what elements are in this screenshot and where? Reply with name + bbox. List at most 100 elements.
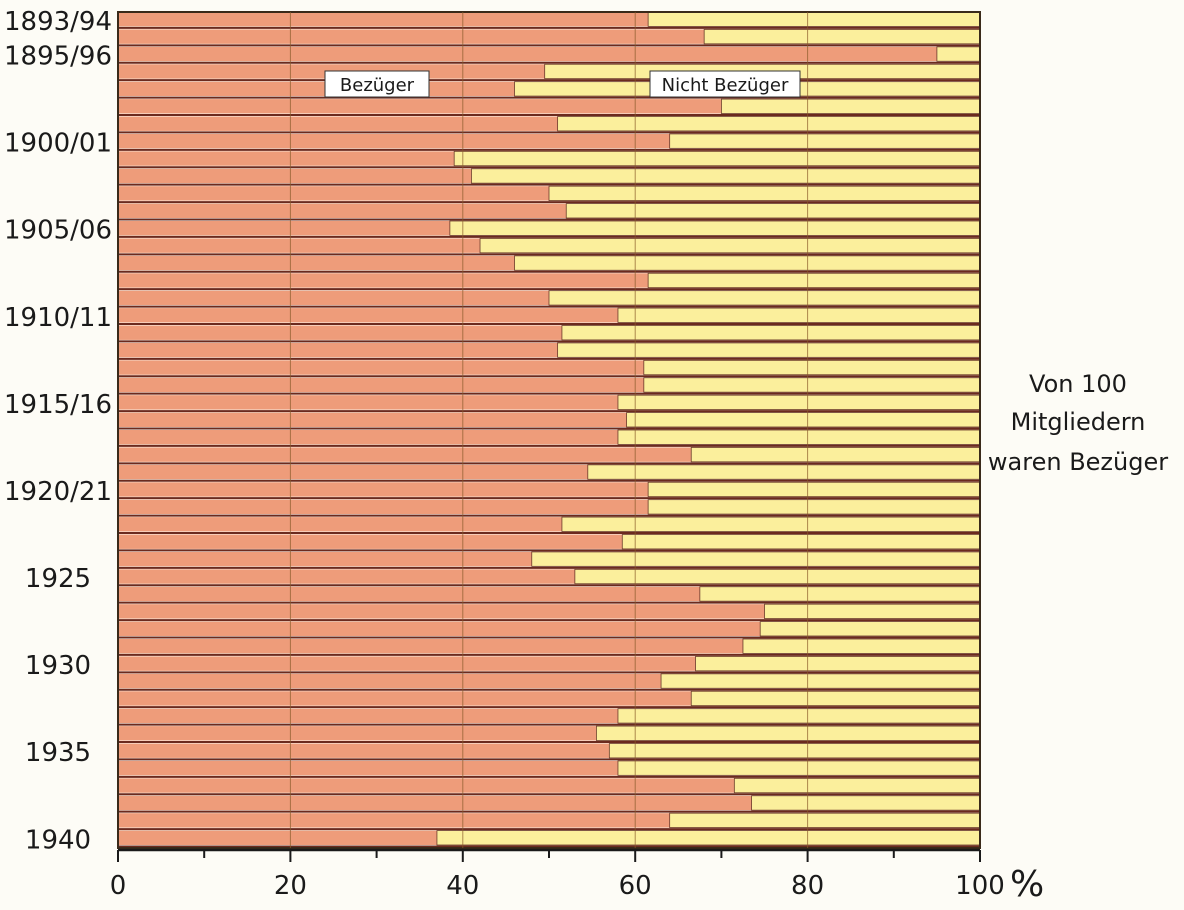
bar-bezueger-26 [118,464,588,480]
x-tick-label-40: 40 [446,871,479,901]
bar-bezueger-31 [118,551,532,567]
row-label-0: 1893/94 [4,7,112,37]
bar-nicht-bezueger-44 [733,777,981,794]
row-label-2: 1895/96 [4,42,112,72]
bar-nicht-bezueger-45 [751,795,981,811]
bar-nicht-bezueger-27 [647,481,981,498]
bar-bezueger-37 [118,656,696,671]
bar-bezueger-34 [118,604,765,619]
bar-bezueger-44 [118,778,735,793]
bar-bezueger-30 [118,534,623,549]
bar-nicht-bezueger-39 [690,690,981,707]
bar-nicht-bezueger-43 [617,760,981,776]
side-label-line-1: Von 100 [1029,370,1127,398]
bar-bezueger-47 [118,830,437,845]
side-label-line-2: Mitgliedern [1011,408,1146,436]
bar-bezueger-2 [118,46,937,62]
bar-bezueger-22 [118,395,618,410]
bar-bezueger-36 [118,639,743,654]
bar-bezueger-45 [118,795,752,811]
gridlines [289,12,809,848]
bar-bezueger-7 [118,133,670,149]
bar-nicht-bezueger-41 [596,725,981,741]
bar-bezueger-9 [118,168,472,184]
bar-nicht-bezueger-26 [587,464,981,480]
bar-bezueger-19 [118,342,558,358]
bar-nicht-bezueger-7 [669,133,981,149]
x-tick-label-20: 20 [274,871,307,901]
bar-nicht-bezueger-0 [647,11,981,27]
bar-bezueger-17 [118,308,618,323]
bar-bezueger-21 [118,377,644,393]
bar-bezueger-16 [118,290,549,306]
bar-nicht-bezueger-33 [699,586,981,602]
row-label-7: 1900/01 [4,129,112,159]
x-tick-label-80: 80 [791,871,824,901]
plot-frame [117,11,981,849]
bars-group [117,11,981,849]
bar-nicht-bezueger-2 [936,46,981,62]
bar-nicht-bezueger-24 [617,429,981,445]
bar-bezueger-23 [118,412,627,427]
bar-bezueger-6 [118,116,558,131]
bar-bezueger-35 [118,621,761,636]
row-label-22: 1915/16 [4,390,112,420]
bar-bezueger-8 [118,151,455,166]
bar-bezueger-43 [118,760,618,776]
legend-bezueger: Bezüger [324,70,430,98]
bar-nicht-bezueger-31 [531,551,981,567]
row-labels: 1893/94 1895/96 1900/01 1905/06 1910/11 1915/… [4,7,112,855]
bar-bezueger-27 [118,482,649,497]
bar-bezueger-15 [118,273,649,288]
bar-nicht-bezueger-5 [721,98,981,114]
bar-nicht-bezueger-47 [436,830,981,846]
bar-nicht-bezueger-9 [471,168,981,184]
row-label-47: 1940 [25,825,91,855]
bar-nicht-bezueger-36 [742,638,981,654]
bar-nicht-bezueger-18 [561,325,981,341]
legend-nicht-bezueger-label: Nicht Bezüger [662,75,789,96]
bar-bezueger-32 [118,569,575,584]
bar-bezueger-5 [118,99,722,114]
bar-bezueger-1 [118,29,705,44]
side-annotation: Von 100 Mitgliedern waren Bezüger [988,370,1168,476]
bar-nicht-bezueger-37 [695,656,981,672]
bar-nicht-bezueger-34 [764,603,981,619]
bar-nicht-bezueger-40 [617,708,981,724]
row-label-12: 1905/06 [4,216,112,246]
row-label-42: 1935 [25,738,91,768]
bar-bezueger-42 [118,743,610,758]
row-label-37: 1930 [25,651,91,681]
bar-nicht-bezueger-10 [548,185,981,201]
row-label-32: 1925 [25,564,91,594]
bar-nicht-bezueger-11 [565,203,981,219]
bar-bezueger-33 [118,586,700,602]
side-label-line-3: waren Bezüger [988,448,1168,476]
row-label-17: 1910/11 [4,303,112,333]
x-tick-label-100: 100 [955,871,1005,901]
bar-bezueger-25 [118,447,692,462]
bar-bezueger-29 [118,517,562,532]
bar-nicht-bezueger-6 [557,116,981,132]
bar-nicht-bezueger-14 [514,255,981,271]
bar-nicht-bezueger-42 [608,743,981,759]
legend-nicht-bezueger: Nicht Bezüger [649,70,801,98]
x-unit-label: % [1010,864,1044,905]
bar-nicht-bezueger-8 [453,150,981,167]
x-tick-label-0: 0 [110,871,127,901]
bar-bezueger-41 [118,726,597,741]
x-axis: 0 20 40 60 80 100% [110,848,1044,905]
bar-nicht-bezueger-28 [647,499,981,515]
bar-bezueger-20 [118,360,644,375]
bar-bezueger-13 [118,238,481,253]
bar-nicht-bezueger-23 [626,412,981,428]
bar-bezueger-46 [118,813,670,828]
bar-nicht-bezueger-38 [660,673,981,689]
bar-nicht-bezueger-35 [759,621,981,637]
bar-nicht-bezueger-22 [617,394,981,410]
bar-nicht-bezueger-17 [617,307,981,323]
bar-bezueger-40 [118,708,618,724]
bar-nicht-bezueger-20 [643,359,981,376]
bar-nicht-bezueger-21 [643,377,981,393]
